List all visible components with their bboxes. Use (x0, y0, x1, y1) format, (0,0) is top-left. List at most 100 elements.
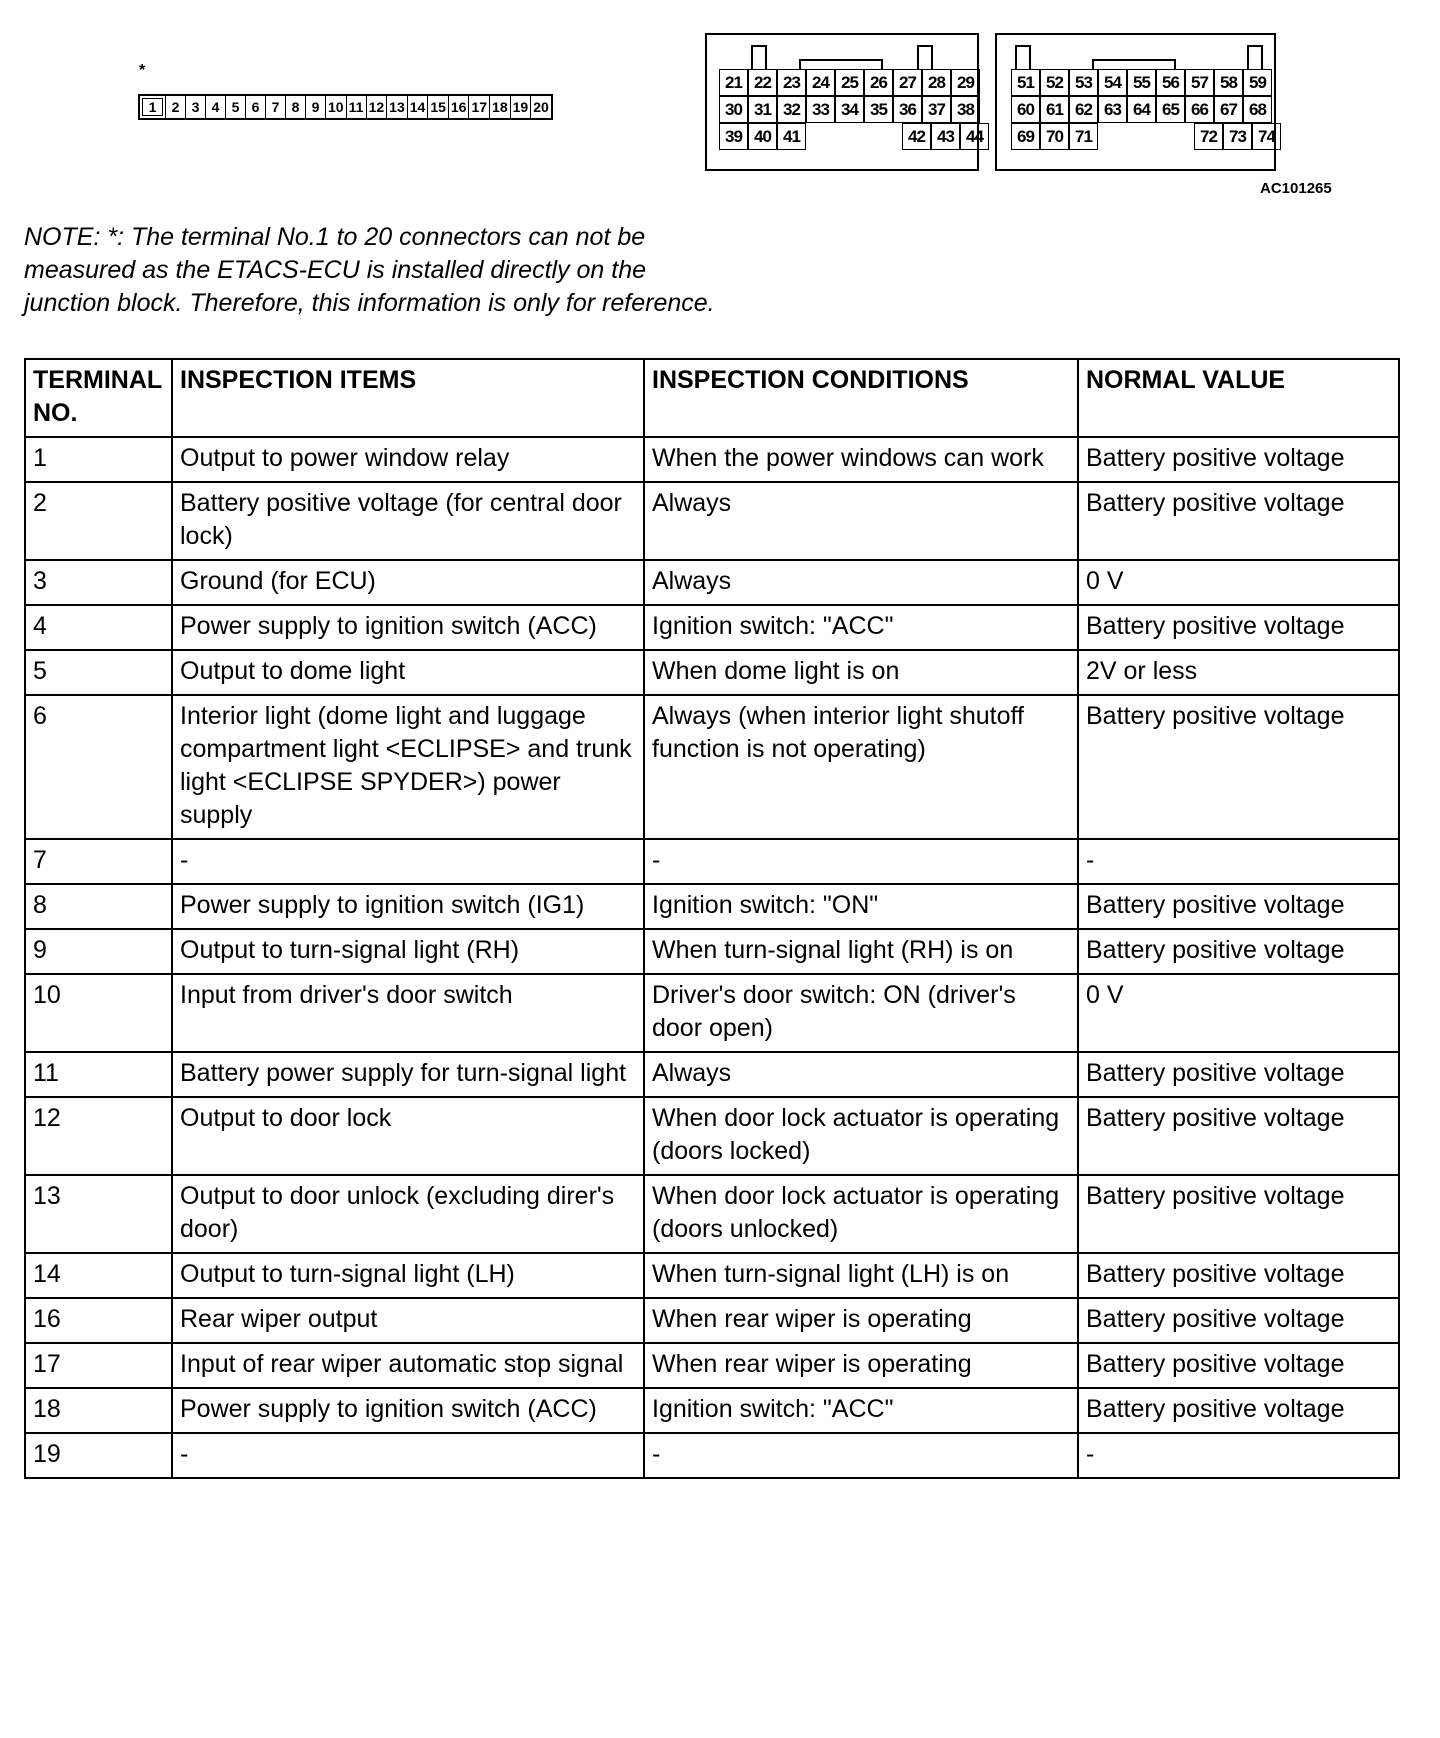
inspection-item-cell: Power supply to ignition switch (IG1) (171, 883, 645, 930)
terminal-no-cell: 9 (24, 928, 173, 975)
terminal-no-cell: 14 (24, 1252, 173, 1299)
inspection-item-cell: Output to power window relay (171, 436, 645, 483)
table-row: 2 Battery positive voltage (for central d… (24, 481, 1400, 561)
inspection-item-cell: Interior light (dome light and luggage c… (171, 694, 645, 840)
inspection-condition-cell: Always (643, 1051, 1079, 1098)
terminal-no-cell: 10 (24, 973, 173, 1053)
inspection-condition-cell: Always (when interior light shutoff func… (643, 694, 1079, 840)
pin-label: 18 (489, 96, 510, 118)
terminal-no-cell: 8 (24, 883, 173, 930)
pin-label: 4 (205, 96, 225, 118)
connector-51-74: 51 52 53 54 55 56 57 58 59 60 61 62 63 64 65 66 67 68 69 70… (995, 33, 1281, 171)
table-row: 19- - - (24, 1432, 1400, 1479)
pin-label: 64 (1127, 96, 1156, 123)
table-row: 6 Interior light (dome light and luggage … (24, 694, 1400, 840)
inspection-condition-cell: Driver's door switch: ON (driver's door … (643, 973, 1079, 1053)
inspection-item-cell: Battery power supply for turn-signal lig… (171, 1051, 645, 1098)
pin-label: 58 (1214, 69, 1243, 96)
inspection-condition-cell: When turn-signal light (RH) is on (643, 928, 1079, 975)
asterisk-mark: * (139, 62, 146, 79)
pin-label: 68 (1243, 96, 1272, 123)
normal-value-cell: Battery positive voltage (1077, 694, 1400, 840)
normal-value-cell: 0 V (1077, 559, 1400, 606)
header-inspection-items: INSPECTION ITEMS (171, 358, 645, 438)
pin-label: 71 (1069, 123, 1098, 150)
normal-value-cell: - (1077, 1432, 1400, 1479)
pin-label: 42 (902, 123, 931, 150)
inspection-item-cell: Output to turn-signal light (RH) (171, 928, 645, 975)
pin-label: 73 (1223, 123, 1252, 150)
connector-latch (1247, 45, 1263, 69)
terminal-no-cell: 19 (24, 1432, 173, 1479)
table-row: 13 Output to door unlock (excluding direr… (24, 1174, 1400, 1254)
inspection-item-cell: Input of rear wiper automatic stop signa… (171, 1342, 645, 1389)
terminal-no-cell: 17 (24, 1342, 173, 1389)
pin-label: 12 (365, 96, 387, 118)
pin-label: 2 (165, 96, 185, 118)
pin-label: 36 (893, 96, 922, 123)
connector-key (1092, 59, 1176, 69)
inspection-item-cell: Input from driver's door switch (171, 973, 645, 1053)
inspection-condition-cell: When the power windows can work (643, 436, 1079, 483)
pin-label: 59 (1243, 69, 1272, 96)
pin-label: 55 (1127, 69, 1156, 96)
normal-value-cell: 0 V (1077, 973, 1400, 1053)
terminal-no-cell: 1 (24, 436, 173, 483)
figure-code: AC101265 (1260, 180, 1332, 197)
normal-value-cell: Battery positive voltage (1077, 1051, 1400, 1098)
pin-label: 20 (530, 96, 551, 118)
connector-latch (751, 45, 767, 69)
pin-label: 15 (427, 96, 448, 118)
pin-label: 34 (835, 96, 864, 123)
inspection-item-cell: Battery positive voltage (for central do… (171, 481, 645, 561)
inspection-item-cell: Output to dome light (171, 649, 645, 696)
terminal-no-cell: 2 (24, 481, 173, 561)
pin-label: 10 (325, 96, 346, 118)
terminal-no-cell: 4 (24, 604, 173, 651)
pin-label: 54 (1098, 69, 1127, 96)
pin-label: 60 (1011, 96, 1040, 123)
header-terminal-no: TERMINAL NO. (24, 358, 173, 438)
pin-label: 7 (265, 96, 285, 118)
inspection-condition-cell: When rear wiper is operating (643, 1342, 1079, 1389)
normal-value-cell: Battery positive voltage (1077, 604, 1400, 651)
inspection-condition-cell: When door lock actuator is operating (do… (643, 1174, 1079, 1254)
inspection-condition-cell: When dome light is on (643, 649, 1079, 696)
inspection-item-cell: Ground (for ECU) (171, 559, 645, 606)
normal-value-cell: Battery positive voltage (1077, 481, 1400, 561)
inspection-condition-cell: When turn-signal light (LH) is on (643, 1252, 1079, 1299)
pin-label: 11 (345, 96, 366, 118)
normal-value-cell: 2V or less (1077, 649, 1400, 696)
terminal-table: TERMINAL NO. INSPECTION ITEMS INSPECTION… (24, 358, 1400, 1479)
pin-label: 13 (386, 96, 407, 118)
terminal-no-cell: 11 (24, 1051, 173, 1098)
connector-key (799, 59, 883, 69)
header-inspection-conditions: INSPECTION CONDITIONS (643, 358, 1079, 438)
inspection-item-cell: Rear wiper output (171, 1297, 645, 1344)
pin-label: 62 (1069, 96, 1098, 123)
table-row: 3 Ground (for ECU) Always 0 V (24, 559, 1400, 606)
normal-value-cell: Battery positive voltage (1077, 1387, 1400, 1434)
inspection-item-cell: - (171, 1432, 645, 1479)
pin-label: 35 (864, 96, 893, 123)
table-row: 17 Input of rear wiper automatic stop sig… (24, 1342, 1400, 1389)
pin-label: 72 (1194, 123, 1223, 150)
inspection-condition-cell: - (643, 838, 1079, 885)
pin-label: 24 (806, 69, 835, 96)
pin-label: 25 (835, 69, 864, 96)
inspection-condition-cell: Ignition switch: "ACC" (643, 1387, 1079, 1434)
terminal-no-cell: 12 (24, 1096, 173, 1176)
table-row: 12 Output to door lock When door lock actu… (24, 1096, 1400, 1176)
header-normal-value: NORMAL VALUE (1077, 358, 1400, 438)
inspection-condition-cell: Ignition switch: "ACC" (643, 604, 1079, 651)
table-row: 14 Output to turn-signal light (LH) When t… (24, 1252, 1400, 1299)
pin-label: 16 (447, 96, 469, 118)
pin-label: 22 (748, 69, 777, 96)
pin-label: 61 (1040, 96, 1069, 123)
terminal-no-cell: 13 (24, 1174, 173, 1254)
pin-label: 56 (1156, 69, 1185, 96)
pin-label: 52 (1040, 69, 1069, 96)
pin-label: 37 (922, 96, 951, 123)
pin-label: 31 (748, 96, 777, 123)
inspection-item-cell: Output to turn-signal light (LH) (171, 1252, 645, 1299)
